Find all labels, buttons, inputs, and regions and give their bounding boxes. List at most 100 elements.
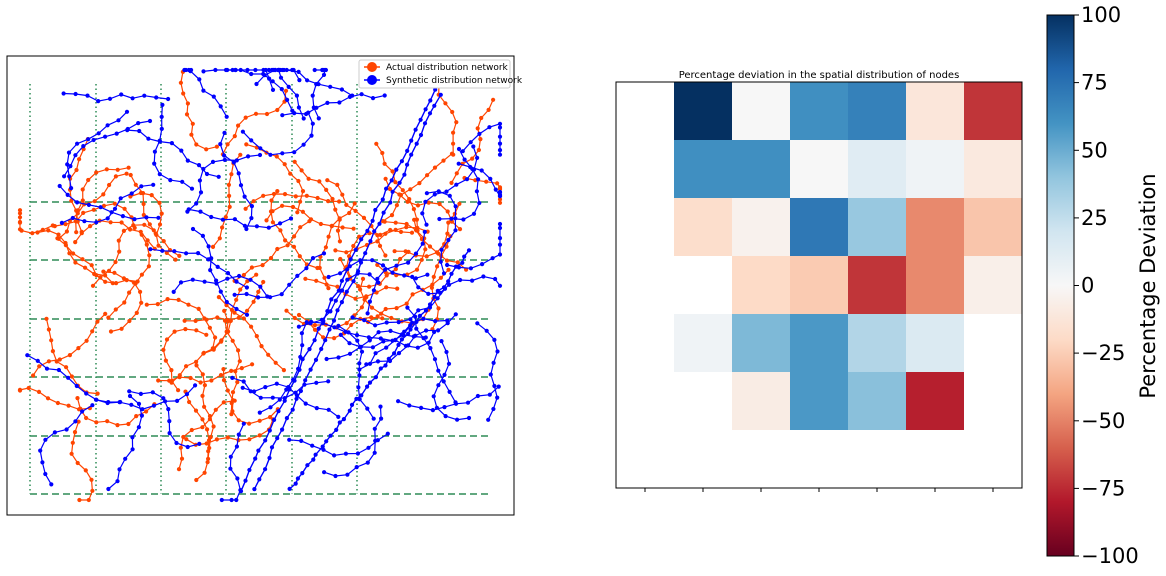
actual-node [273,360,278,365]
synthetic-node [268,405,273,410]
actual-node [454,171,459,176]
synthetic-node [341,417,346,422]
synthetic-node [161,396,166,401]
actual-node [204,332,209,337]
synthetic-node [142,93,147,98]
synthetic-node [455,417,460,422]
synthetic-node [73,419,78,424]
synthetic-node [359,349,365,354]
actual-node [298,225,303,230]
synthetic-node [288,216,294,221]
synthetic-node [495,395,500,400]
synthetic-node [442,405,447,410]
synthetic-node [422,229,427,234]
actual-node [127,290,132,295]
actual-node [227,204,232,209]
synthetic-node [69,186,74,191]
synthetic-node [298,388,303,394]
synthetic-edge [127,129,219,178]
actual-node [432,165,438,170]
actual-node [73,240,78,245]
actual-node [169,368,174,373]
actual-node [321,335,326,340]
synthetic-node [254,81,259,87]
actual-node [326,286,331,291]
synthetic-node [453,401,459,406]
actual-node [414,267,420,272]
heatmap-cell [964,140,1023,199]
synthetic-node [116,118,121,123]
actual-node [380,316,385,321]
actual-node [436,306,441,311]
actual-node [178,80,183,85]
synthetic-node [345,472,350,477]
synthetic-node [444,349,449,355]
synthetic-node [232,217,237,222]
synthetic-node [278,221,283,226]
synthetic-node [320,444,325,449]
synthetic-edge [411,275,501,295]
actual-node [268,209,274,214]
synthetic-node [147,118,153,124]
synthetic-node [373,375,378,380]
actual-node [179,456,185,461]
synthetic-node [324,439,329,444]
actual-node [383,176,388,181]
actual-node [344,250,349,255]
actual-node [198,380,203,385]
synthetic-node [124,109,130,114]
actual-node [393,267,398,272]
synthetic-node [105,123,110,128]
actual-node [417,181,422,186]
synthetic-node [325,100,330,105]
synthetic-node [261,71,266,77]
synthetic-node [488,176,493,181]
actual-node [202,470,207,475]
synthetic-node [321,251,327,256]
synthetic-node [428,346,433,351]
synthetic-node [446,237,451,243]
heatmap-cell [906,430,965,489]
synthetic-node [394,263,399,268]
synthetic-node [200,233,205,238]
synthetic-edge [63,120,151,177]
synthetic-node [196,251,201,256]
synthetic-edge [108,395,143,490]
synthetic-node [472,167,477,172]
actual-node [173,257,178,262]
actual-node [312,323,317,328]
actual-node [17,227,23,232]
synthetic-node [197,77,202,82]
actual-node [479,115,484,121]
synthetic-node [175,398,180,403]
synthetic-node [423,107,428,112]
synthetic-node [307,347,312,352]
actual-node [221,367,226,372]
actual-edge [146,298,216,349]
synthetic-node [180,179,185,184]
synthetic-node [349,402,355,407]
actual-node [384,273,389,278]
synthetic-node [423,308,429,313]
synthetic-node [274,381,279,386]
actual-node [213,407,218,412]
actual-node [84,338,89,343]
synthetic-node [314,406,319,411]
actual-node [324,187,329,192]
actual-node [235,380,240,385]
synthetic-node [426,291,431,296]
actual-node [249,324,254,329]
synthetic-node [418,132,424,138]
synthetic-node [414,141,419,146]
actual-node [149,193,154,198]
synthetic-node [366,335,371,340]
actual-node [138,190,143,196]
actual-edge [222,90,287,155]
synthetic-node [40,460,45,465]
actual-node [74,208,79,213]
synthetic-node [367,380,373,385]
actual-node [36,389,42,394]
synthetic-node [312,67,317,73]
synthetic-node [462,254,467,259]
synthetic-node [306,110,311,115]
